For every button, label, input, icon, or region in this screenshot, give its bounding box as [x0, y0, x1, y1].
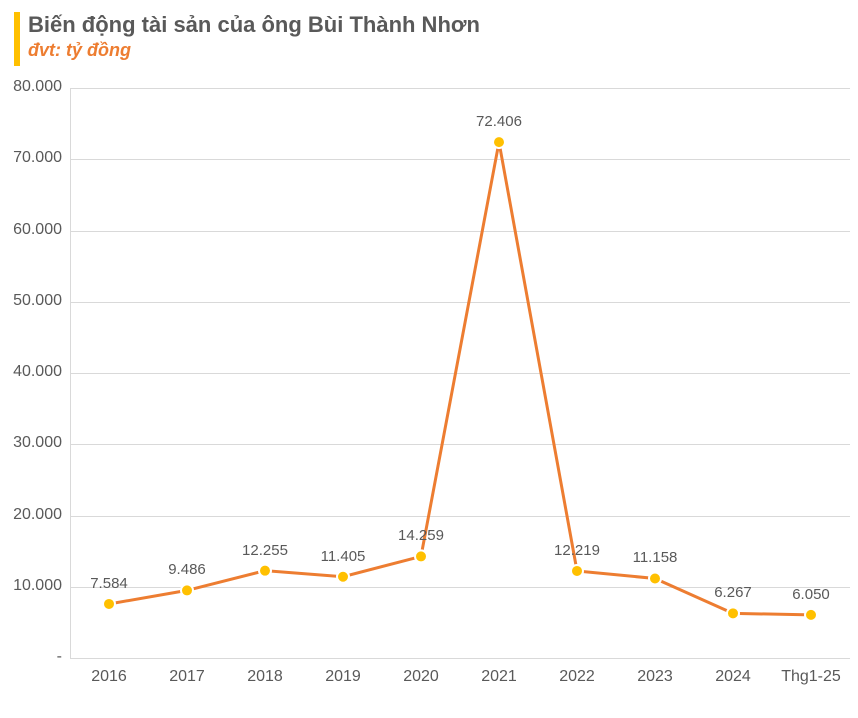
data-marker [493, 136, 505, 148]
data-value-label: 9.486 [152, 561, 222, 578]
line-chart-svg [0, 0, 858, 718]
data-value-label: 12.219 [542, 542, 612, 559]
data-marker [103, 598, 115, 610]
data-value-label: 14.259 [386, 527, 456, 544]
data-line [109, 142, 811, 615]
data-marker [181, 584, 193, 596]
data-value-label: 11.158 [620, 549, 690, 566]
data-marker [727, 607, 739, 619]
data-marker [337, 571, 349, 583]
data-value-label: 72.406 [464, 113, 534, 130]
data-marker [649, 572, 661, 584]
chart-area: -10.00020.00030.00040.00050.00060.00070.… [0, 0, 858, 718]
data-marker [259, 565, 271, 577]
data-value-label: 6.050 [776, 586, 846, 603]
data-value-label: 6.267 [698, 584, 768, 601]
data-marker [571, 565, 583, 577]
data-value-label: 7.584 [74, 575, 144, 592]
data-value-label: 11.405 [308, 548, 378, 565]
data-value-label: 12.255 [230, 542, 300, 559]
data-marker [415, 550, 427, 562]
data-marker [805, 609, 817, 621]
